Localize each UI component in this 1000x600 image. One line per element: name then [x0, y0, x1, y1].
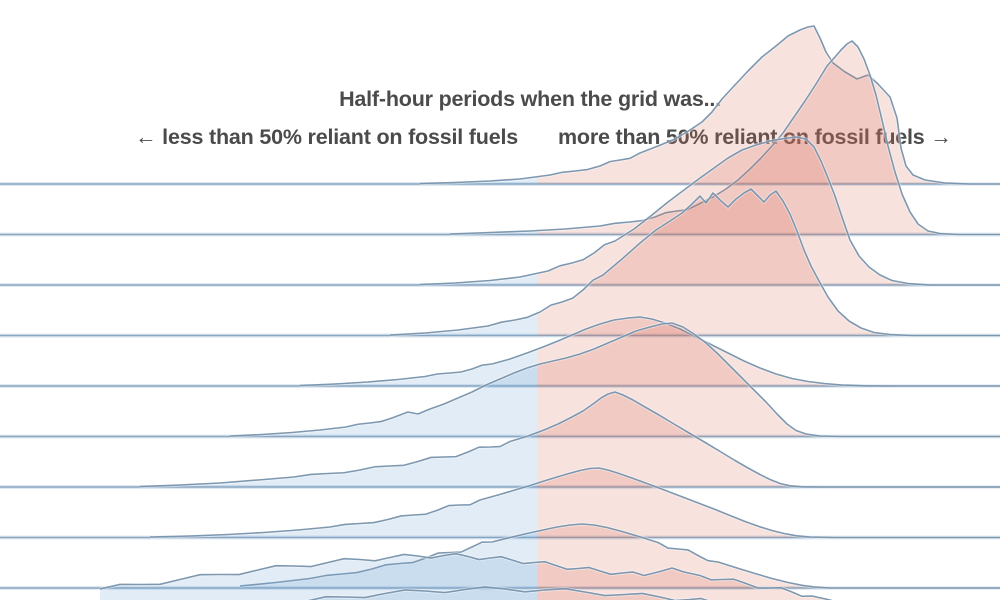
annotation-right-more-than-50: more than 50% reliant on fossil fuels →: [558, 125, 952, 149]
chart-title: Half-hour periods when the grid was...: [339, 87, 721, 111]
annotation-left-less-than-50: ← less than 50% reliant on fossil fuels: [135, 125, 518, 149]
